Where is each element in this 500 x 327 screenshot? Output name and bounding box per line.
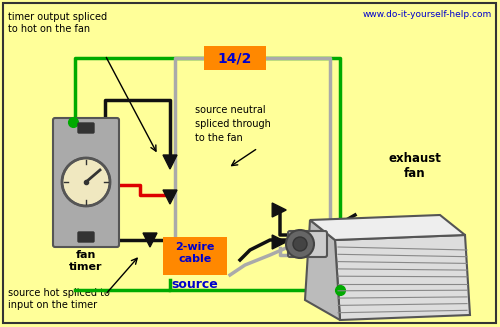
- FancyBboxPatch shape: [78, 232, 94, 242]
- Text: exhaust
fan: exhaust fan: [388, 152, 442, 180]
- Text: source: source: [172, 278, 218, 291]
- Text: source neutral
spliced through
to the fan: source neutral spliced through to the fa…: [195, 105, 271, 143]
- Text: 14/2: 14/2: [218, 51, 252, 65]
- Polygon shape: [305, 220, 340, 320]
- Text: www.do-it-yourself-help.com: www.do-it-yourself-help.com: [363, 10, 492, 19]
- FancyBboxPatch shape: [78, 123, 94, 133]
- Text: 2-wire: 2-wire: [176, 242, 214, 252]
- Polygon shape: [163, 190, 177, 204]
- Text: cable: cable: [178, 254, 212, 264]
- Text: source hot spliced to
input on the timer: source hot spliced to input on the timer: [8, 288, 110, 310]
- Polygon shape: [143, 233, 157, 247]
- FancyBboxPatch shape: [288, 231, 327, 257]
- Circle shape: [62, 158, 110, 206]
- Text: fan
timer: fan timer: [69, 250, 103, 272]
- Polygon shape: [163, 155, 177, 169]
- FancyBboxPatch shape: [3, 3, 496, 323]
- Circle shape: [286, 230, 314, 258]
- Text: timer output spliced
to hot on the fan: timer output spliced to hot on the fan: [8, 12, 107, 34]
- Polygon shape: [310, 215, 465, 240]
- Polygon shape: [272, 203, 286, 217]
- FancyBboxPatch shape: [204, 46, 266, 70]
- Polygon shape: [272, 235, 286, 249]
- FancyBboxPatch shape: [53, 118, 119, 247]
- Circle shape: [293, 237, 307, 251]
- FancyBboxPatch shape: [163, 237, 227, 275]
- Polygon shape: [335, 235, 470, 320]
